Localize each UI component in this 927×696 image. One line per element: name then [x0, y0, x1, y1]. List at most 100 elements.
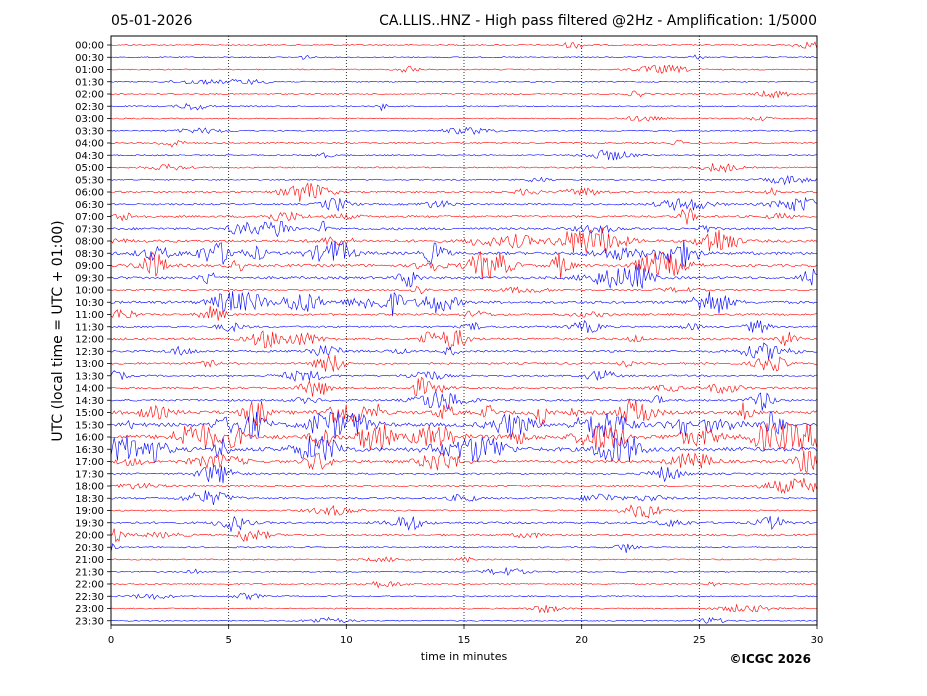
- x-tick-label: 5: [225, 635, 231, 646]
- trace-row: [110, 319, 817, 333]
- trace-row: [110, 528, 817, 543]
- y-tick-label: 09:00: [75, 261, 104, 272]
- trace-row: [110, 182, 817, 202]
- y-tick-label: 05:00: [75, 163, 104, 174]
- trace-row: [110, 592, 817, 601]
- trace-row: [110, 54, 817, 60]
- chart-title: CA.LLIS..HNZ - High pass filtered @2Hz -…: [379, 13, 817, 29]
- trace-row: [110, 227, 817, 254]
- trace-row: [110, 490, 817, 506]
- grid-lines: [228, 36, 700, 625]
- y-tick-label: 23:00: [75, 604, 104, 615]
- y-tick-label: 07:30: [75, 224, 104, 235]
- trace-row: [110, 478, 817, 494]
- trace-row: [110, 207, 817, 225]
- y-tick-label: 18:30: [75, 494, 104, 505]
- trace-row: [110, 543, 817, 553]
- y-tick-label: 21:30: [75, 567, 104, 578]
- y-tick-label: 02:00: [75, 90, 104, 101]
- y-tick-label: 17:00: [75, 457, 104, 468]
- trace-row: [110, 435, 817, 464]
- y-tick-label: 12:00: [75, 335, 104, 346]
- x-tick-label: 20: [575, 635, 588, 646]
- copyright-label: ©ICGC 2026: [729, 652, 811, 666]
- y-tick-label: 01:00: [75, 65, 104, 76]
- trace-row: [110, 450, 817, 474]
- trace-row: [110, 64, 817, 74]
- trace-row: [110, 103, 817, 112]
- y-tick-label: 17:30: [75, 469, 104, 480]
- trace-row: [110, 580, 817, 589]
- trace-row: [110, 90, 817, 99]
- chart-date: 05-01-2026: [111, 13, 192, 29]
- y-tick-label: 15:30: [75, 420, 104, 431]
- y-tick-label: 15:00: [75, 408, 104, 419]
- trace-row: [110, 291, 817, 317]
- trace-row: [110, 139, 817, 148]
- y-tick-label: 02:30: [75, 102, 104, 113]
- y-tick-label: 03:00: [75, 114, 104, 125]
- y-tick-label: 11:00: [75, 310, 104, 321]
- y-tick-label: 04:30: [75, 151, 104, 162]
- y-tick-label: 13:30: [75, 371, 104, 382]
- trace-row: [110, 220, 817, 238]
- y-tick-label: 14:00: [75, 384, 104, 395]
- y-tick-label: 03:30: [75, 126, 104, 137]
- trace-row: [110, 115, 817, 122]
- y-tick-label: 19:00: [75, 506, 104, 517]
- y-tick-label: 01:30: [75, 77, 104, 88]
- x-tick-label: 10: [340, 635, 353, 646]
- trace-row: [110, 464, 817, 484]
- y-tick-label: 06:00: [75, 188, 104, 199]
- y-tick-label: 08:00: [75, 237, 104, 248]
- trace-row: [110, 369, 817, 382]
- y-tick-label: 23:30: [75, 616, 104, 627]
- y-tick-label: 00:30: [75, 53, 104, 64]
- trace-row: [110, 78, 817, 86]
- y-tick-label: 10:30: [75, 298, 104, 309]
- y-tick-label: 12:30: [75, 347, 104, 358]
- trace-row: [110, 305, 817, 321]
- y-tick-label: 21:00: [75, 555, 104, 566]
- trace-row: [110, 504, 817, 519]
- trace-row: [110, 149, 817, 161]
- y-tick-label: 16:00: [75, 433, 104, 444]
- y-tick-label: 22:00: [75, 580, 104, 591]
- y-tick-label: 06:30: [75, 200, 104, 211]
- y-tick-label: 11:30: [75, 322, 104, 333]
- y-tick-label: 05:30: [75, 175, 104, 186]
- y-tick-label: 20:00: [75, 531, 104, 542]
- trace-row: [110, 285, 817, 295]
- trace-row: [110, 174, 817, 186]
- y-tick-label: 20:30: [75, 543, 104, 554]
- y-tick-label: 04:00: [75, 139, 104, 150]
- trace-row: [110, 515, 817, 532]
- trace-row: [110, 567, 817, 576]
- trace-row: [110, 411, 817, 439]
- y-tick-label: 22:30: [75, 592, 104, 603]
- trace-row: [110, 556, 817, 563]
- y-tick-label: 14:30: [75, 396, 104, 407]
- trace-row: [110, 342, 817, 360]
- trace-row: [110, 239, 817, 267]
- trace-row: [110, 398, 817, 427]
- trace-rows: [110, 41, 817, 624]
- x-axis: 0 5 10 15 20 25 30: [108, 625, 824, 646]
- y-tick-label: 19:30: [75, 518, 104, 529]
- x-tick-label: 0: [108, 635, 114, 646]
- x-tick-label: 30: [811, 635, 824, 646]
- y-tick-label: 16:30: [75, 445, 104, 456]
- y-tick-label: 00:00: [75, 41, 104, 52]
- x-axis-label: time in minutes: [421, 650, 508, 663]
- x-tick-label: 25: [693, 635, 706, 646]
- trace-row: [110, 376, 817, 397]
- y-tick-label: 07:00: [75, 212, 104, 223]
- trace-row: [110, 422, 817, 451]
- y-tick-label: 10:00: [75, 286, 104, 297]
- trace-row: [110, 41, 817, 49]
- y-axis-label: UTC (local time = UTC + 01:00): [50, 220, 66, 441]
- trace-row: [110, 163, 817, 174]
- trace-row: [110, 329, 817, 351]
- y-tick-label: 08:30: [75, 249, 104, 260]
